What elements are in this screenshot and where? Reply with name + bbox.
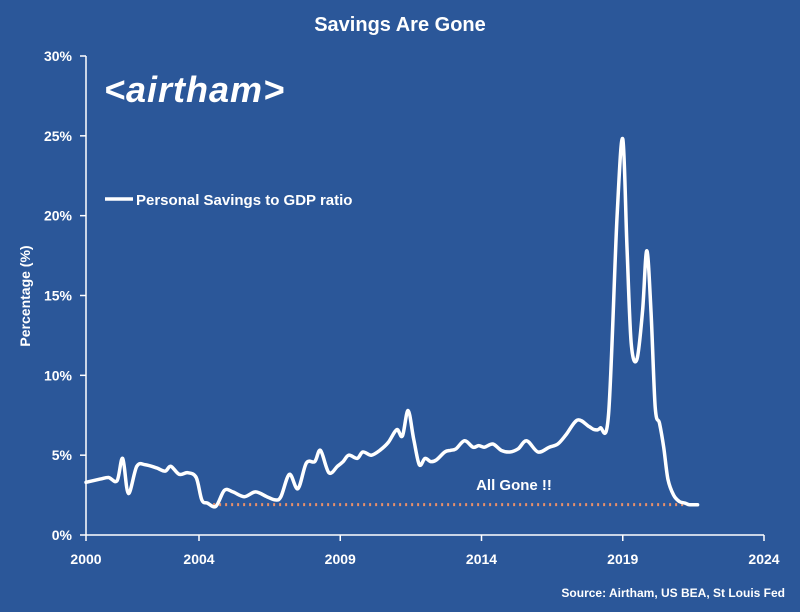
y-tick-label: 10%	[44, 367, 73, 383]
chart-title: Savings Are Gone	[314, 14, 486, 36]
y-ticks: 0% 5% 10% 15% 20% 25% 30%	[44, 48, 86, 543]
x-tick-label: 2000	[70, 551, 101, 567]
source-note: Source: Airtham, US BEA, St Louis Fed	[561, 586, 785, 600]
x-tick-label: 2014	[466, 551, 497, 567]
legend-label: Personal Savings to GDP ratio	[136, 192, 352, 209]
x-ticks: 2000 2004 2009 2014 2019 2024	[70, 535, 780, 567]
y-axis-label: Percentage (%)	[17, 245, 33, 346]
annotation-all-gone: All Gone !!	[476, 477, 552, 494]
x-tick-label: 2019	[607, 551, 638, 567]
y-tick-label: 25%	[44, 128, 73, 144]
y-tick-label: 20%	[44, 208, 73, 224]
y-tick-label: 15%	[44, 288, 73, 304]
y-tick-label: 30%	[44, 48, 73, 64]
y-tick-label: 5%	[52, 447, 73, 463]
x-tick-label: 2004	[183, 551, 214, 567]
legend: Personal Savings to GDP ratio	[105, 192, 352, 209]
x-tick-label: 2024	[748, 551, 779, 567]
logo: <airtham>	[104, 69, 285, 110]
savings-line	[84, 136, 700, 509]
y-tick-label: 0%	[52, 527, 73, 543]
x-tick-label: 2009	[325, 551, 356, 567]
